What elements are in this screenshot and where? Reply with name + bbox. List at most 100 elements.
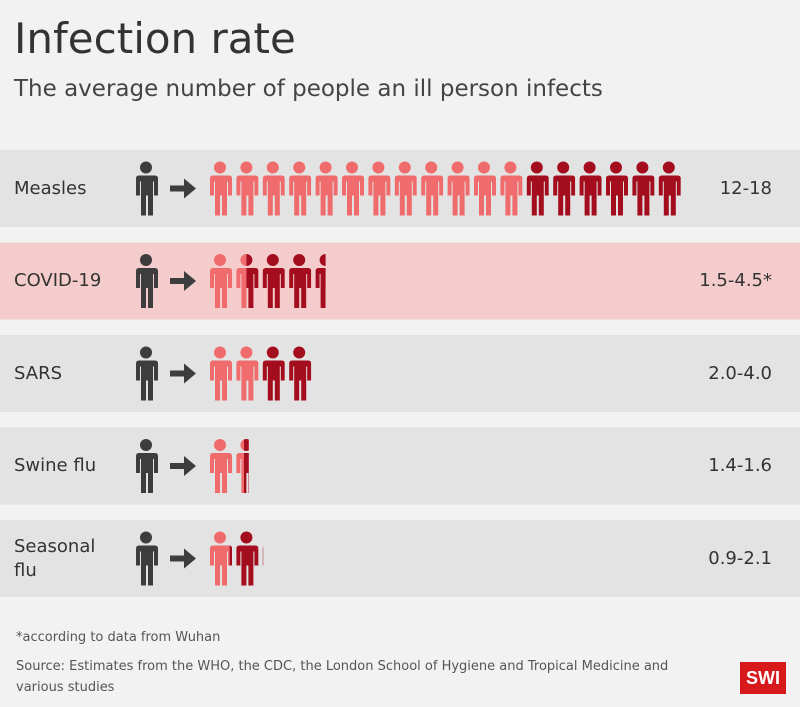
person-icon [579,161,602,216]
person-head [451,161,464,174]
row-background [0,520,800,597]
person-head [478,161,490,174]
person-icon [210,254,232,308]
person-head [140,439,152,451]
person-shape [421,161,444,216]
person-head [140,254,152,266]
person-head [140,346,152,359]
person-icon [262,161,285,216]
arrow [170,456,196,476]
person-head [214,346,226,359]
person-body [210,453,232,493]
person-head [246,254,253,266]
person-icon [262,546,264,566]
person-head [244,439,249,451]
person-head [140,531,152,544]
person-shape [315,161,338,216]
person-shape [262,346,285,401]
person-icon [315,161,338,216]
value-label: 1.5-4.5* [699,270,772,291]
person-head [398,161,411,174]
person-shape [553,161,576,216]
person-icon [246,254,259,308]
person-body [289,175,312,216]
person-body [526,175,549,216]
person-shape [210,531,230,586]
category-label: SARS [14,362,63,384]
person-icon [210,346,232,401]
person-icon [315,254,326,308]
person-body [262,268,285,308]
high-icons [526,161,681,216]
person-shape [658,161,681,216]
arrow [170,271,196,291]
row-background [0,335,800,412]
person-icon [236,531,259,586]
person-head [557,161,570,174]
chart-subtitle: The average number of people an ill pers… [14,76,603,102]
person-shape [210,346,232,401]
person-body [246,268,259,308]
person-head [240,346,253,359]
person-body [136,360,158,401]
person-icon [236,439,244,493]
person-shape [236,254,247,308]
person-icon [136,254,158,308]
logo: SWI [740,662,786,694]
person-body [579,175,602,216]
person-body [421,175,444,216]
person-body [632,175,655,216]
person-shape [368,161,391,216]
person-body [394,175,417,216]
row-background [0,427,800,505]
person-body [236,268,247,308]
low-icons [210,531,230,586]
arrow [170,548,196,569]
person-icon [210,439,232,493]
person-icon [136,439,158,493]
person-body [500,175,523,216]
person-icon [136,161,158,216]
person-shape [236,439,244,493]
category-label: Measles [14,177,87,199]
person-shape [136,439,158,493]
person-shape [262,254,285,308]
value-label: 12-18 [719,177,772,199]
person-head [293,161,306,174]
person-head [240,254,247,266]
person-shape [526,161,549,216]
person-head [240,161,253,174]
person-shape [262,161,285,216]
person-shape [289,346,312,401]
person-head [214,254,226,266]
person-body [606,175,628,216]
person-head [346,161,358,174]
person-icon [526,161,549,216]
person-body [210,268,232,308]
person-shape [136,254,158,308]
person-head [266,161,279,174]
person-icon [289,254,312,308]
person-shape [246,254,259,308]
person-head [610,161,622,174]
person-head [583,161,596,174]
chart-title: Infection rate [14,14,296,63]
person-icon [368,161,391,216]
person-shape [229,545,233,566]
person-shape [289,161,312,216]
value-label: 0.9-2.1 [708,547,772,569]
person-body [262,175,285,216]
person-shape [342,161,364,216]
person-body [236,360,259,401]
person-icon [262,254,285,308]
person-body [289,268,312,308]
person-icon [447,161,470,216]
category-label: Swine flu [14,455,97,476]
person-icon [474,161,496,216]
person-head [530,161,543,174]
person-head [240,439,244,451]
person-icon [210,161,232,216]
high-icons [244,439,249,493]
low-icons [210,161,523,216]
